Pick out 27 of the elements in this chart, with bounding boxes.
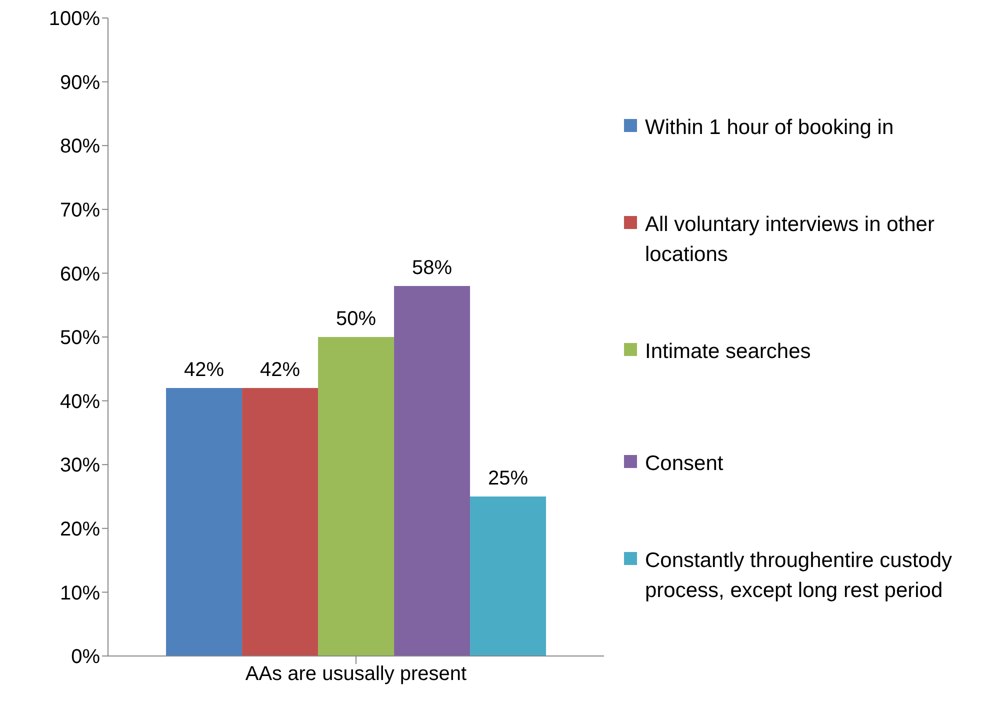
y-tick-label: 10% xyxy=(60,582,100,604)
bar xyxy=(470,496,546,656)
y-tick-label: 100% xyxy=(48,8,100,30)
y-tick-label: 40% xyxy=(60,390,100,413)
bar xyxy=(394,286,470,656)
data-label: 50% xyxy=(336,308,376,330)
y-tick-label: 50% xyxy=(60,327,100,350)
data-label: 25% xyxy=(488,468,528,490)
bar xyxy=(166,388,242,656)
bar xyxy=(242,388,318,656)
y-tick-label: 20% xyxy=(60,518,100,540)
legend-label: Constantly throughentire custody process, except long rest period xyxy=(645,548,954,604)
y-tick-label: 70% xyxy=(60,200,100,222)
data-label: 42% xyxy=(260,359,300,382)
x-tick-label: AAs are ususally present xyxy=(245,663,468,686)
legend-label: All voluntary interviews in other locations xyxy=(645,212,936,268)
y-tick-label: 90% xyxy=(60,72,100,94)
bar xyxy=(318,337,394,656)
y-tick-label: 0% xyxy=(71,646,100,668)
legend-label: Intimate searches xyxy=(645,339,811,365)
data-label: 58% xyxy=(412,256,452,279)
y-tick-label: 30% xyxy=(60,454,100,477)
legend-label: Consent xyxy=(645,451,724,477)
y-tick-label: 60% xyxy=(60,263,100,286)
legend-label: Within 1 hour of booking in xyxy=(645,115,894,141)
data-label: 42% xyxy=(184,359,224,382)
y-tick-label: 80% xyxy=(60,136,100,158)
